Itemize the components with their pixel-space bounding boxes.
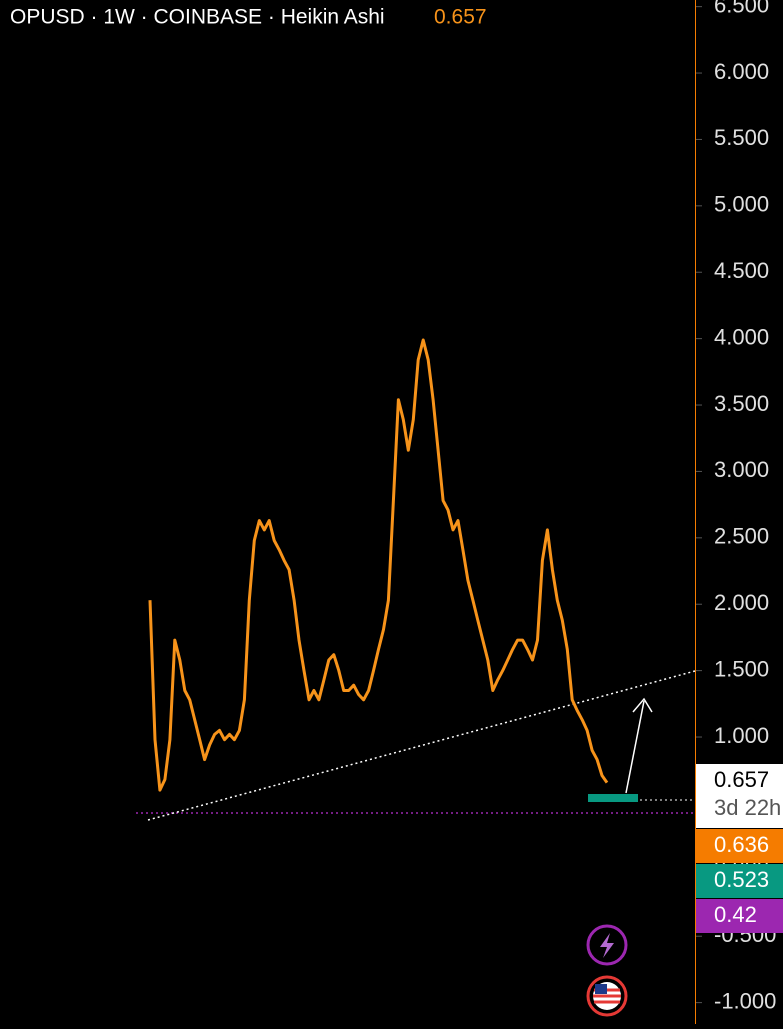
price-label-box [696,899,783,933]
price-label-box [696,829,783,863]
y-tick-label: 5.000 [714,192,769,217]
y-tick-label: 3.000 [714,457,769,482]
y-tick-label: 4.500 [714,258,769,283]
countdown: 3d 22h [714,795,781,820]
y-tick-label: 2.000 [714,590,769,615]
price-label: 0.657 [714,767,769,792]
arrow-head [632,697,653,713]
flag-canton [595,984,607,994]
y-tick-label: 4.000 [714,324,769,349]
price-label-box [696,764,783,828]
y-tick-label: -1.000 [714,988,776,1013]
price-label: 0.42 [714,902,757,927]
chart-title: OPUSD · 1W · COINBASE · Heikin Ashi [10,6,385,29]
price-label-box [696,864,783,898]
arrow [625,700,645,794]
y-tick-label: 6.500 [714,0,769,17]
y-tick-label: 3.500 [714,391,769,416]
target-box [588,794,638,802]
price-label: 0.636 [714,832,769,857]
y-tick-label: 1.500 [714,656,769,681]
price-line [148,338,609,792]
y-tick-label: 6.000 [714,59,769,84]
y-tick-label: 5.500 [714,125,769,150]
y-tick-label: 1.000 [714,723,769,748]
y-tick-label: 2.500 [714,524,769,549]
last-price: 0.657 [434,6,487,29]
bolt [600,933,614,958]
price-label: 0.523 [714,867,769,892]
